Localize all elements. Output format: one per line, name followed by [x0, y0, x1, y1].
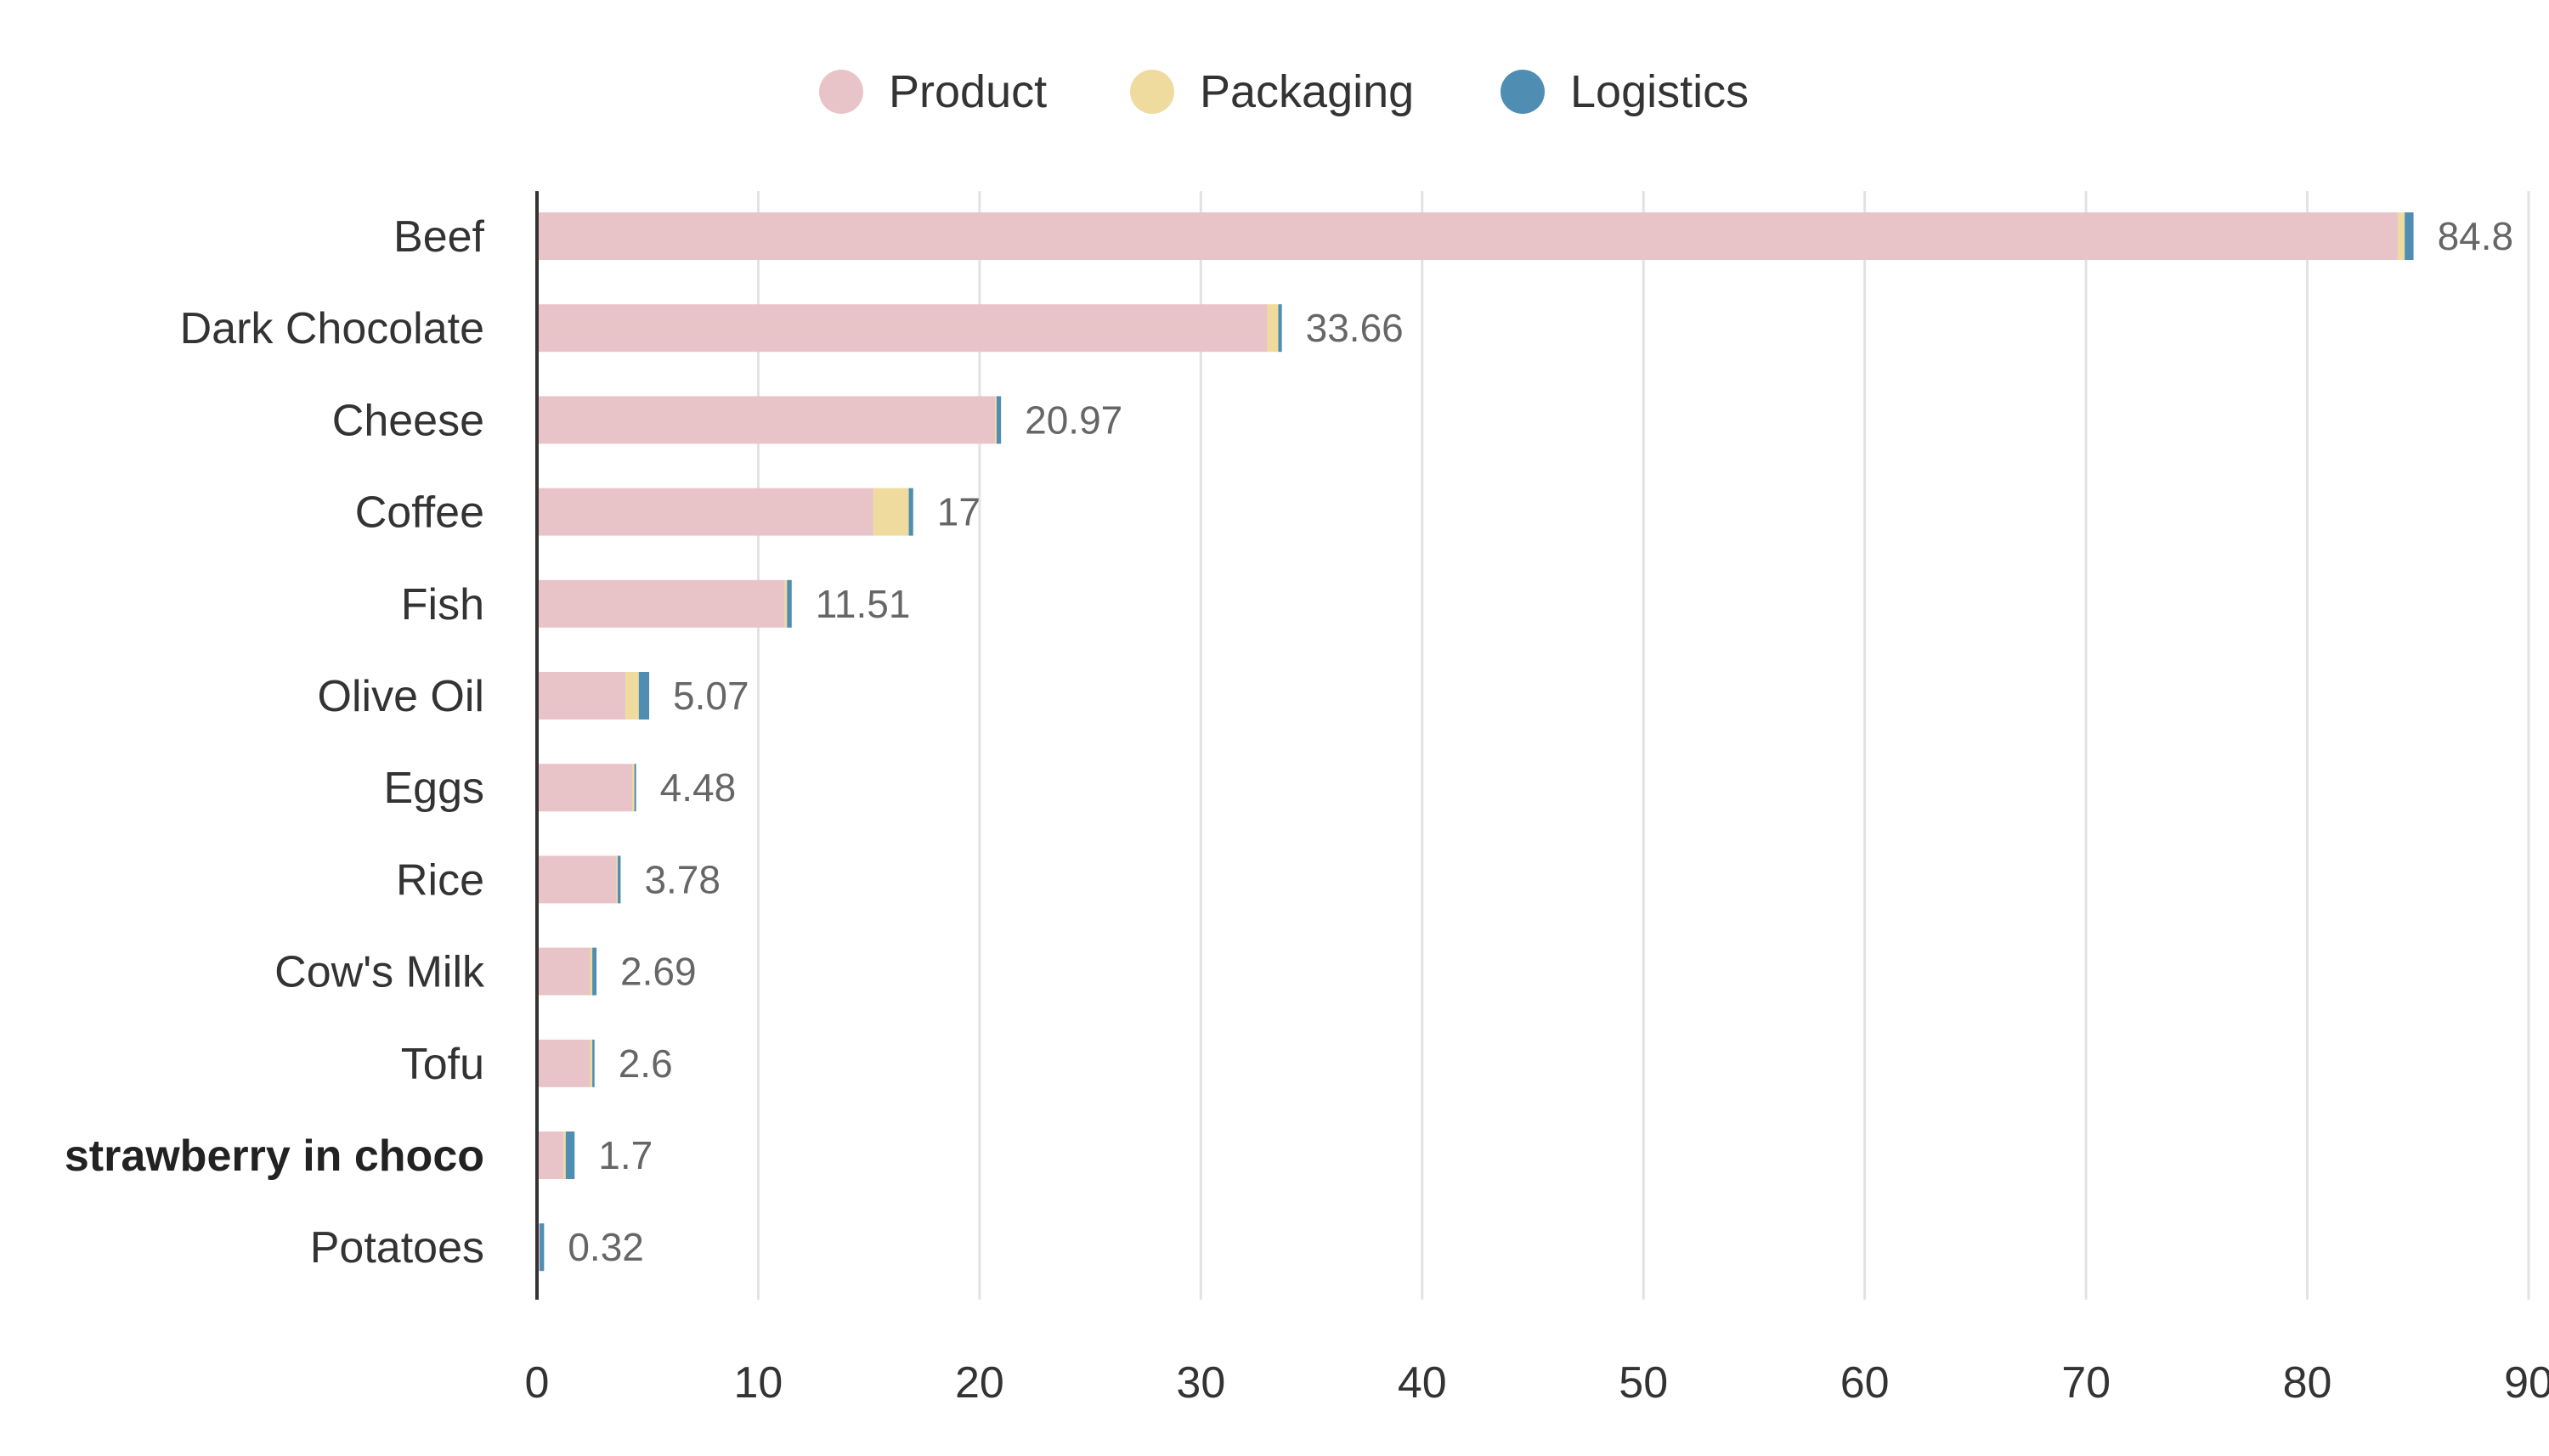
x-tick-label-10: 10	[734, 1358, 783, 1408]
legend-marker-logistics	[1501, 70, 1545, 114]
bars	[537, 212, 2414, 1272]
category-label: Beef	[393, 212, 485, 262]
category-label: Coffee	[355, 488, 484, 538]
total-label: 84.8	[2438, 214, 2514, 258]
total-label: 4.48	[660, 765, 737, 810]
bar-row-coffee[interactable]	[537, 488, 913, 536]
bar-row-rice[interactable]	[537, 855, 621, 904]
bar-segment-logistics	[996, 396, 1002, 444]
bar-segment-packaging	[1267, 304, 1279, 353]
bar-segment-product	[537, 764, 632, 812]
x-tick-label-50: 50	[1619, 1358, 1668, 1408]
bar-segment-product	[537, 855, 617, 904]
bar-segment-logistics	[592, 1039, 595, 1087]
bar-segment-product	[537, 947, 591, 996]
bar-row-olive-oil[interactable]	[537, 672, 650, 720]
legend-marker-packaging	[1130, 70, 1174, 114]
bar-segment-product	[537, 1132, 564, 1179]
bar-segment-packaging	[590, 947, 593, 996]
x-tick-label-70: 70	[2061, 1358, 2111, 1408]
bar-row-eggs[interactable]	[537, 764, 636, 812]
category-label: Rice	[396, 855, 484, 905]
total-label: 2.69	[620, 950, 697, 994]
bar-segment-product	[537, 1039, 591, 1087]
bar-row-fish[interactable]	[537, 579, 792, 628]
x-tick-label-20: 20	[955, 1358, 1004, 1408]
x-tick-label-80: 80	[2283, 1358, 2332, 1408]
bar-segment-packaging	[616, 855, 619, 904]
x-tick-label-30: 30	[1176, 1358, 1225, 1408]
bar-segment-product	[537, 672, 626, 720]
category-label: Cow's Milk	[274, 948, 485, 997]
legend-label-product: Product	[889, 66, 1047, 117]
total-label: 0.32	[568, 1225, 644, 1269]
total-label: 20.97	[1025, 398, 1122, 442]
x-axis-ticks: 0 10 20 30 40 50 60 70 80 90	[525, 1358, 2549, 1408]
bar-segment-logistics	[565, 1132, 575, 1179]
total-label: 17	[937, 490, 981, 534]
total-label: 2.6	[619, 1041, 673, 1086]
category-labels: Beef Dark Chocolate Cheese Coffee Fish Olive …	[65, 212, 485, 1273]
legend-label-logistics: Logistics	[1570, 66, 1749, 117]
x-tick-label-0: 0	[525, 1358, 550, 1408]
bar-segment-logistics	[787, 579, 792, 628]
x-tick-label-90: 90	[2504, 1358, 2549, 1408]
x-tick-label-40: 40	[1398, 1358, 1447, 1408]
legend-marker-product	[819, 70, 863, 114]
category-label: Dark Chocolate	[180, 304, 484, 353]
legend-label-packaging: Packaging	[1200, 66, 1414, 117]
bar-row-cheese[interactable]	[537, 396, 1002, 444]
bar-row-dark-chocolate[interactable]	[537, 304, 1282, 353]
category-label: Potatoes	[310, 1223, 484, 1273]
category-label: Cheese	[332, 396, 484, 445]
bar-segment-logistics	[540, 1223, 545, 1272]
total-label: 11.51	[816, 582, 911, 626]
total-label: 33.66	[1306, 306, 1404, 350]
bar-segment-logistics	[634, 764, 636, 812]
bar-segment-logistics	[908, 488, 913, 536]
bar-segment-product	[537, 396, 996, 444]
bar-segment-packaging	[625, 672, 639, 720]
bar-segment-packaging	[784, 579, 788, 628]
total-label: 1.7	[598, 1133, 653, 1177]
bar-row-beef[interactable]	[537, 212, 2414, 260]
x-tick-label-60: 60	[1840, 1358, 1890, 1408]
bar-row-tofu[interactable]	[537, 1039, 595, 1087]
bar-segment-packaging	[995, 396, 998, 444]
bar-segment-product	[537, 212, 2399, 260]
category-label: Olive Oil	[318, 672, 484, 721]
bar-row-strawberry-in-choco[interactable]	[537, 1132, 575, 1179]
category-label: Tofu	[401, 1040, 484, 1089]
bar-segment-product	[537, 304, 1268, 353]
legend-item-logistics[interactable]: Logistics	[1501, 66, 1749, 117]
bar-segment-logistics	[1278, 304, 1282, 353]
bar-segment-logistics	[2405, 212, 2414, 260]
legend: Product Packaging Logistics	[819, 66, 1749, 117]
legend-item-product[interactable]: Product	[819, 66, 1047, 117]
bar-segment-logistics	[592, 947, 597, 996]
total-labels: 84.8 33.66 20.97 17 11.51 5.07 4.48 3.78 2.69 2.6…	[568, 214, 2513, 1269]
bar-segment-logistics	[618, 855, 621, 904]
bar-segment-product	[537, 579, 785, 628]
total-label: 5.07	[673, 674, 749, 718]
bar-segment-logistics	[638, 672, 650, 720]
bar-segment-packaging	[563, 1132, 566, 1179]
bar-row-cow-s-milk[interactable]	[537, 947, 597, 996]
total-label: 3.78	[644, 857, 721, 901]
bar-segment-packaging	[2398, 212, 2405, 260]
category-label: Fish	[401, 580, 484, 629]
bar-segment-packaging	[631, 764, 635, 812]
legend-item-packaging[interactable]: Packaging	[1130, 66, 1414, 117]
bar-segment-product	[537, 488, 873, 536]
bar-segment-packaging	[873, 488, 909, 536]
category-label: strawberry in choco	[65, 1132, 484, 1181]
category-label: Eggs	[383, 764, 484, 813]
gridlines	[756, 191, 2530, 1300]
bar-segment-packaging	[590, 1039, 593, 1087]
